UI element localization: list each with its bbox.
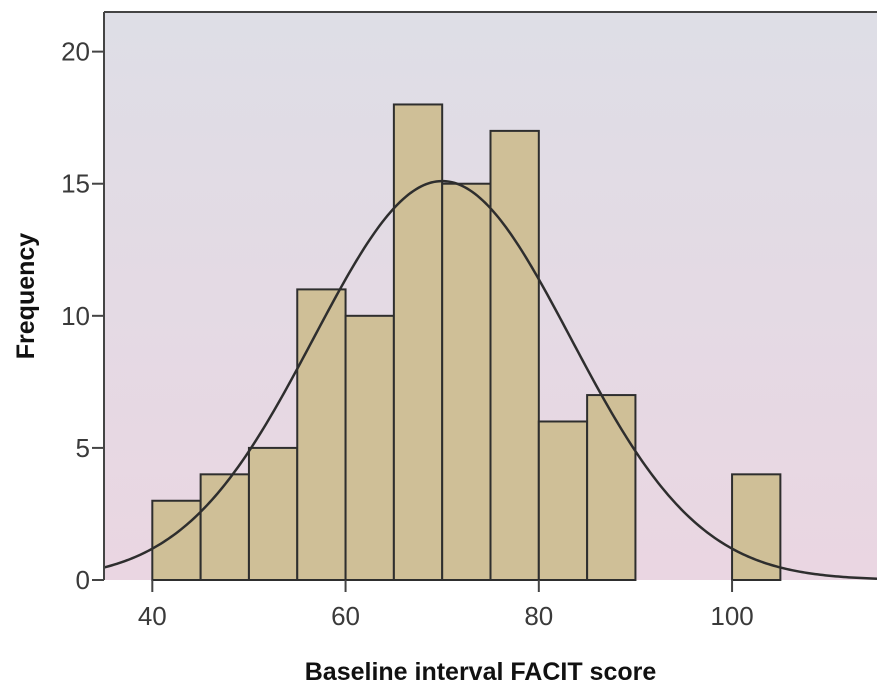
y-tick-label-5: 5 xyxy=(76,433,90,463)
y-axis-title: Frequency xyxy=(12,233,40,360)
histogram-bar-50-55 xyxy=(247,446,299,581)
y-tick-label-0: 0 xyxy=(76,565,90,595)
histogram-bar-55-60 xyxy=(296,288,347,581)
bars-layer xyxy=(151,103,782,582)
histogram-bar-65-70 xyxy=(392,103,444,581)
histogram-bar-45-50 xyxy=(199,473,250,582)
y-tick-label-20: 20 xyxy=(61,37,90,67)
ticks-layer: 0 5 10 15 20 40 60 80 100 xyxy=(61,37,754,631)
x-tick-label-40: 40 xyxy=(138,601,167,631)
axes-layer xyxy=(103,11,877,580)
x-tick-label-100: 100 xyxy=(710,601,753,631)
x-tick-label-60: 60 xyxy=(331,601,360,631)
y-tick-label-10: 10 xyxy=(61,301,90,331)
y-tick-label-15: 15 xyxy=(61,169,90,199)
histogram-bar-70-75 xyxy=(441,182,492,582)
x-tick-label-80: 80 xyxy=(524,601,553,631)
histogram-bar-85-90 xyxy=(586,394,637,581)
histogram-bar-80-85 xyxy=(537,420,589,581)
histogram-bar-75-80 xyxy=(489,129,540,581)
histogram-bar-100-105 xyxy=(731,473,782,582)
histogram-bar-60-65 xyxy=(344,314,395,581)
normal-curve-line xyxy=(103,179,877,580)
x-axis-title: Baseline interval FACIT score xyxy=(305,658,657,686)
histogram-bar-40-45 xyxy=(151,499,202,581)
